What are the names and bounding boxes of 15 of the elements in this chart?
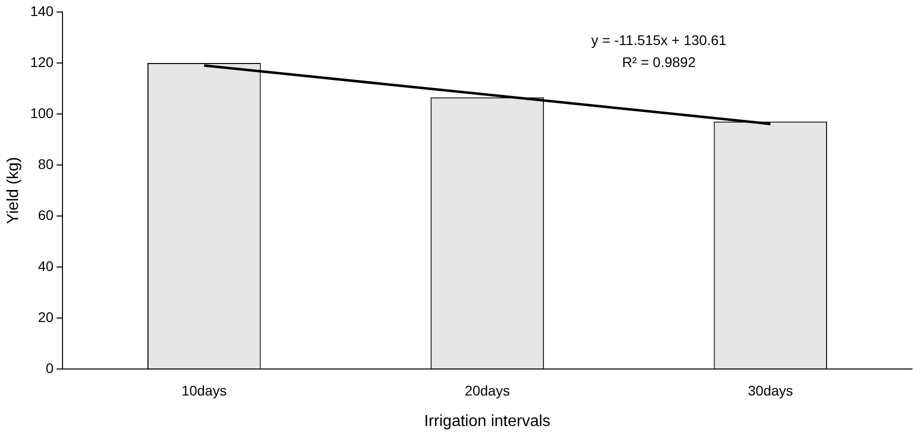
x-tick-label: 20days (464, 382, 510, 398)
x-tick-label: 30days (748, 382, 794, 398)
y-tick-label: 80 (38, 156, 54, 172)
x-axis-title: Irrigation intervals (424, 412, 550, 430)
annotation: R² = 0.9892 (622, 54, 696, 70)
y-tick-label: 100 (30, 104, 54, 121)
y-axis-title: Yield (kg) (5, 157, 22, 224)
y-tick-label: 60 (38, 206, 54, 223)
x-tick-label: 10days (182, 382, 227, 398)
annotation: y = -11.515x + 130.61 (591, 32, 727, 48)
y-tick-label: 120 (30, 54, 54, 70)
y-tick-label: 40 (38, 258, 54, 274)
y-tick-label: 140 (30, 2, 54, 19)
y-tick-label: 20 (38, 308, 54, 325)
y-tick-label: 0 (46, 360, 54, 376)
